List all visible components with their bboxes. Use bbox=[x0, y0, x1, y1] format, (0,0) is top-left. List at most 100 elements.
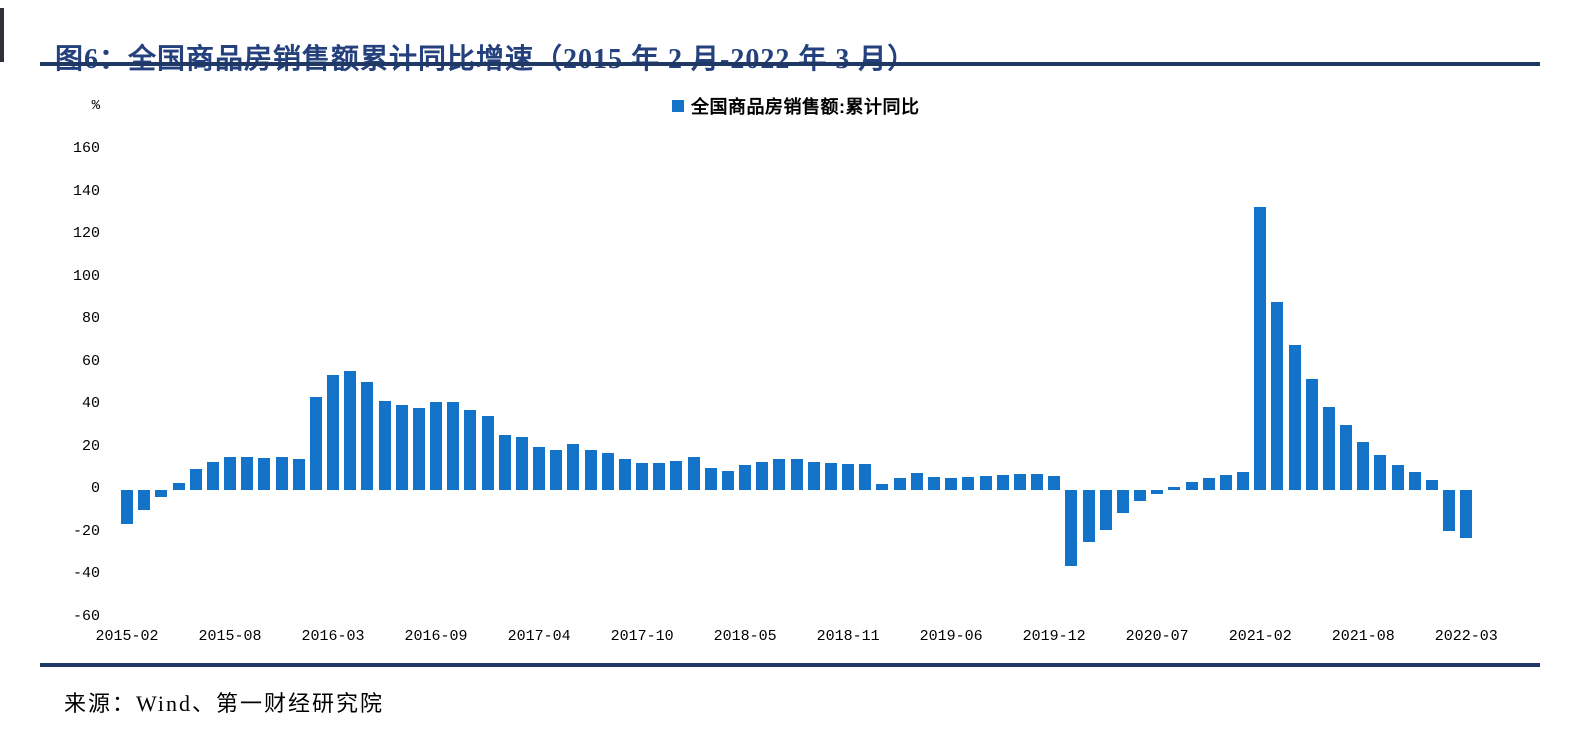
bar-2016-07 bbox=[395, 405, 408, 490]
bar-2019-03 bbox=[893, 478, 906, 490]
bar-2017-09 bbox=[618, 458, 631, 490]
bar-2016-05 bbox=[361, 382, 374, 490]
y-tick-label: -20 bbox=[72, 522, 100, 540]
x-tick-label: 2021-08 bbox=[1331, 628, 1395, 645]
x-tick-label: 2017-04 bbox=[507, 628, 571, 645]
x-tick-label: 2020-07 bbox=[1125, 628, 1189, 645]
bar-2021-11 bbox=[1408, 471, 1421, 490]
bar-2021-05 bbox=[1305, 378, 1318, 490]
bar-2018-05 bbox=[739, 464, 752, 490]
bar-2018-12 bbox=[859, 464, 872, 490]
chart: % 全国商品房销售额:累计同比 160 140 120 100 80 60 40 20 0 -20… bbox=[0, 90, 1578, 650]
bar-2020-07 bbox=[1151, 490, 1164, 495]
bar-2018-02 bbox=[687, 457, 700, 490]
bar-2016-04 bbox=[344, 371, 357, 490]
bar-2021-07 bbox=[1340, 424, 1353, 490]
bar-2016-10 bbox=[447, 402, 460, 490]
bar-2015-03 bbox=[138, 490, 151, 510]
bar-2015-10 bbox=[258, 458, 271, 490]
bar-2019-11 bbox=[1031, 474, 1043, 490]
bar-2021-06 bbox=[1322, 407, 1335, 490]
bar-2021-03 bbox=[1271, 301, 1284, 490]
bar-2018-08 bbox=[790, 459, 803, 490]
bar-2017-06 bbox=[567, 444, 580, 490]
bar-2018-11 bbox=[842, 464, 855, 490]
bar-2019-10 bbox=[1013, 474, 1026, 490]
y-axis-unit-label: % bbox=[91, 98, 100, 114]
x-tick-label: 2022-03 bbox=[1434, 628, 1498, 645]
bar-2019-07 bbox=[962, 476, 975, 490]
bar-2017-03 bbox=[515, 436, 528, 490]
bar-2017-08 bbox=[601, 453, 614, 490]
bar-2015-02 bbox=[121, 490, 133, 524]
bar-2017-04 bbox=[533, 447, 546, 490]
bar-2020-06 bbox=[1134, 490, 1147, 502]
footer-rule bbox=[40, 663, 1540, 667]
x-tick-label: 2017-10 bbox=[610, 628, 674, 645]
bar-2017-05 bbox=[550, 450, 563, 490]
bar-2020-08 bbox=[1168, 486, 1181, 490]
bar-2015-06 bbox=[189, 468, 202, 490]
bar-2019-05 bbox=[927, 477, 940, 490]
bar-2015-05 bbox=[172, 483, 185, 490]
bar-2022-03 bbox=[1460, 490, 1473, 539]
bar-2020-02 bbox=[1065, 490, 1078, 567]
y-tick-label: 60 bbox=[81, 352, 100, 370]
bar-2017-10 bbox=[636, 463, 649, 490]
bar-2016-06 bbox=[378, 400, 391, 490]
y-tick-label: 80 bbox=[81, 310, 100, 327]
bar-2020-11 bbox=[1219, 474, 1232, 490]
x-tick-label: 2016-03 bbox=[301, 628, 365, 645]
bar-2019-08 bbox=[979, 475, 992, 490]
bar-2019-12 bbox=[1048, 476, 1061, 490]
bar-2020-05 bbox=[1116, 490, 1129, 513]
y-tick-label: 140 bbox=[72, 182, 100, 200]
x-tick-label: 2016-09 bbox=[404, 628, 468, 645]
legend-label: 全国商品房销售额:累计同比 bbox=[691, 97, 920, 117]
y-tick-label: 160 bbox=[72, 140, 100, 157]
bar-2019-02 bbox=[876, 484, 889, 490]
bar-2020-10 bbox=[1202, 477, 1215, 490]
x-tick-label: 2018-05 bbox=[713, 628, 777, 645]
figure-title: 图6：全国商品房销售额累计同比增速（2015 年 2 月-2022 年 3 月） bbox=[55, 43, 917, 75]
source-note: 来源：Wind、第一财经研究院 bbox=[64, 691, 384, 716]
x-tick-label: 2019-12 bbox=[1022, 628, 1086, 645]
bar-2021-10 bbox=[1391, 464, 1404, 490]
bar-2016-02 bbox=[309, 397, 322, 490]
bar-2015-04 bbox=[155, 490, 168, 497]
x-tick-label: 2015-08 bbox=[198, 628, 262, 645]
page-edge-mark bbox=[0, 8, 4, 62]
x-tick-label: 2021-02 bbox=[1228, 628, 1292, 645]
bar-2016-08 bbox=[412, 407, 425, 490]
y-tick-label: 40 bbox=[81, 395, 100, 412]
bar-2019-04 bbox=[910, 472, 923, 490]
bar-2015-08 bbox=[224, 457, 237, 490]
bar-2018-07 bbox=[773, 459, 786, 490]
y-tick-label: 120 bbox=[72, 225, 100, 242]
bar-2018-09 bbox=[807, 461, 820, 490]
y-tick-label: -60 bbox=[72, 607, 100, 625]
bar-2018-10 bbox=[824, 463, 837, 490]
legend-square-icon bbox=[672, 100, 684, 112]
bar-2021-04 bbox=[1288, 345, 1301, 490]
bar-2021-02 bbox=[1254, 206, 1267, 490]
y-tick-label: 20 bbox=[81, 437, 100, 455]
y-tick-label: 100 bbox=[72, 267, 100, 285]
bar-2017-02 bbox=[498, 434, 511, 490]
x-tick-label: 2018-11 bbox=[816, 628, 880, 645]
bar-2020-04 bbox=[1099, 490, 1112, 530]
bar-2016-11 bbox=[464, 410, 477, 490]
bar-2015-12 bbox=[292, 459, 305, 490]
x-tick-label: 2015-02 bbox=[95, 628, 159, 645]
bar-2017-07 bbox=[584, 449, 597, 490]
bar-2016-09 bbox=[430, 402, 443, 490]
bar-2020-12 bbox=[1237, 471, 1250, 490]
bar-2015-07 bbox=[206, 461, 219, 490]
bar-2019-09 bbox=[996, 474, 1009, 490]
bar-2021-09 bbox=[1374, 454, 1387, 490]
bar-2017-12 bbox=[670, 460, 683, 490]
y-tick-label: -40 bbox=[72, 565, 100, 582]
bar-2018-03 bbox=[704, 467, 717, 490]
bar-2022-02 bbox=[1443, 490, 1456, 531]
bar-2018-06 bbox=[756, 461, 769, 490]
